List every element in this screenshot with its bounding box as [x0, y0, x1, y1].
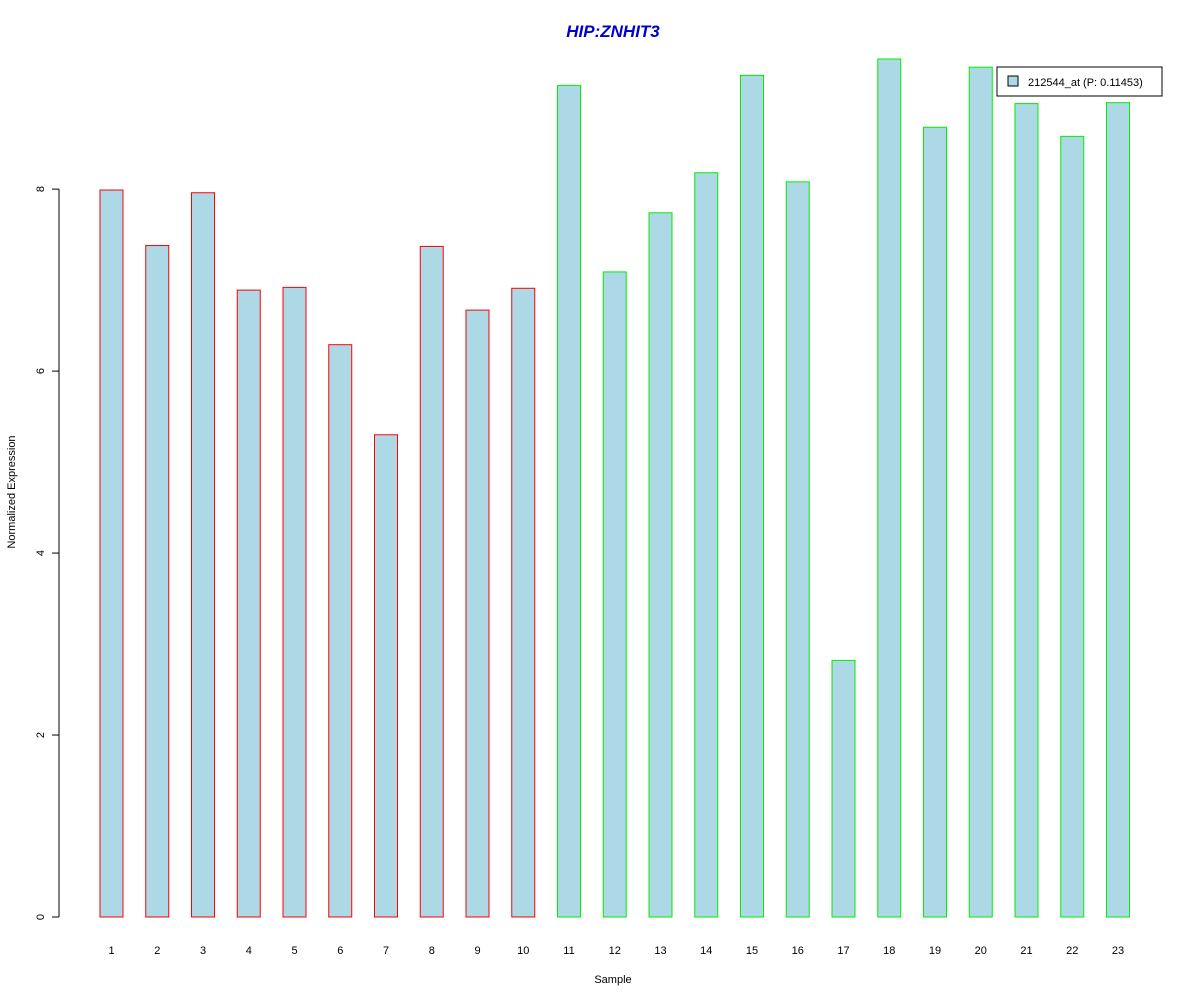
x-tick-label: 4 — [246, 945, 252, 957]
x-tick-label: 9 — [474, 945, 480, 957]
legend[interactable]: 212544_at (P: 0.11453) — [996, 66, 1163, 97]
x-tick-label: 17 — [837, 945, 849, 957]
bar-sample-10 — [511, 287, 536, 918]
bar-sample-3 — [191, 192, 215, 918]
bar-sample-4 — [236, 289, 261, 918]
x-tick-label: 20 — [975, 945, 987, 957]
bar-sample-19 — [923, 126, 947, 918]
y-axis-label: Normalized Expression — [6, 435, 18, 548]
x-tick-label: 16 — [792, 945, 804, 957]
x-tick-label: 22 — [1066, 945, 1078, 957]
legend-swatch — [1007, 75, 1019, 87]
x-tick-label: 23 — [1112, 945, 1124, 957]
x-tick-label: 1 — [108, 945, 114, 957]
bar-sample-13 — [648, 212, 673, 918]
bar-sample-21 — [1014, 103, 1039, 918]
bar-sample-22 — [1060, 135, 1085, 918]
x-axis-label: Sample — [594, 974, 631, 986]
x-tick-label: 5 — [291, 945, 297, 957]
x-tick-label: 14 — [700, 945, 712, 957]
legend-label: 212544_at (P: 0.11453) — [1028, 77, 1143, 89]
bar-sample-15 — [740, 74, 764, 918]
x-tick-label: 3 — [200, 945, 206, 957]
x-tick-label: 13 — [654, 945, 666, 957]
y-tick-label: 2 — [35, 732, 47, 738]
y-tick-label: 8 — [35, 186, 47, 192]
bar-sample-12 — [602, 271, 627, 918]
bar-sample-17 — [831, 659, 856, 918]
y-tick-label: 0 — [35, 914, 47, 920]
bar-sample-7 — [374, 434, 398, 918]
x-tick-label: 11 — [563, 945, 574, 957]
bar-sample-2 — [145, 245, 170, 918]
x-tick-label: 2 — [154, 945, 160, 957]
bar-sample-9 — [465, 309, 490, 918]
x-tick-label: 15 — [746, 945, 758, 957]
bar-sample-8 — [419, 245, 444, 918]
y-axis: 0 2 4 6 8 — [35, 186, 60, 920]
x-tick-label: 12 — [609, 945, 621, 957]
bar-sample-18 — [877, 58, 902, 918]
chart-title: HIP:ZNHIT3 — [566, 22, 660, 41]
x-tick-label: 18 — [883, 945, 895, 957]
x-tick-label: 19 — [929, 945, 941, 957]
x-tick-label: 6 — [337, 945, 343, 957]
bar-sample-16 — [785, 181, 810, 918]
x-tick-label: 10 — [517, 945, 529, 957]
x-tick-label: 7 — [383, 945, 389, 957]
bar-sample-5 — [282, 286, 307, 918]
bar-sample-14 — [694, 172, 719, 918]
x-tick-label: 8 — [429, 945, 435, 957]
legend-box — [996, 66, 1163, 97]
y-tick-label: 6 — [35, 368, 47, 374]
bar-sample-11 — [557, 84, 581, 918]
y-tick-label: 4 — [35, 550, 47, 556]
bar-sample-1 — [99, 189, 124, 918]
x-tick-labels: 1 2 3 4 5 6 7 8 9 10 11 12 13 14 15 16 17 18 19 20 21 22 23 — [108, 945, 1124, 957]
x-tick-label: 21 — [1020, 945, 1032, 957]
bar-sample-6 — [328, 344, 353, 918]
bar-sample-23 — [1106, 102, 1130, 918]
bars-group — [99, 58, 1130, 918]
bar-sample-20 — [968, 66, 993, 918]
